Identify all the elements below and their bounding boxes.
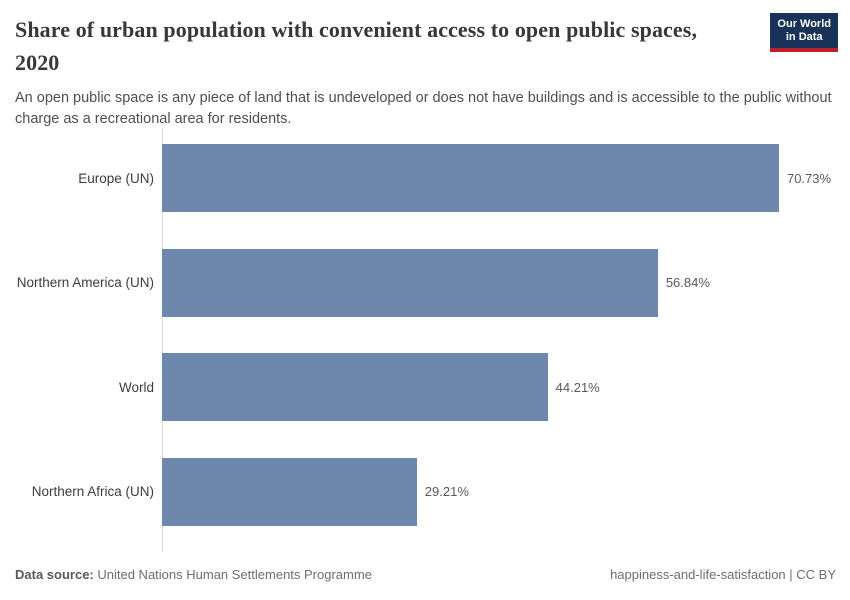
owid-logo-line2: in Data	[785, 31, 823, 43]
bar[interactable]	[162, 353, 548, 422]
bar-row: Europe (UN) 70.73%	[0, 126, 850, 231]
value-label: 44.21%	[555, 379, 600, 395]
bar[interactable]	[162, 457, 417, 526]
owid-logo-line1: Our World	[777, 18, 831, 30]
data-source-label: Data source:	[15, 567, 94, 582]
header: Share of urban population with convenien…	[15, 13, 838, 130]
category-label: World	[118, 379, 154, 395]
value-label: 29.21%	[424, 484, 469, 500]
bar[interactable]	[162, 144, 779, 213]
bar-row: Northern Africa (UN) 29.21%	[0, 440, 850, 545]
category-label: Europe (UN)	[78, 170, 154, 186]
bar-area: 70.73%	[162, 126, 850, 231]
bar-row: World 44.21%	[0, 335, 850, 440]
category-label: Northern America (UN)	[16, 275, 154, 291]
bar[interactable]	[162, 248, 658, 317]
value-label: 70.73%	[786, 170, 832, 186]
owid-logo[interactable]: Our World in Data	[770, 13, 838, 52]
category-label: Northern Africa (UN)	[31, 484, 154, 500]
chart-rows: Europe (UN) 70.73% Northern America (UN) 56…	[0, 126, 850, 552]
bar-area: 56.84%	[162, 231, 850, 336]
bar-area: 29.21%	[162, 440, 850, 545]
chart-subtitle: An open public space is any piece of lan…	[15, 90, 832, 127]
data-source: Data source: United Nations Human Settle…	[15, 567, 372, 582]
footer: Data source: United Nations Human Settle…	[15, 567, 836, 582]
y-axis-line	[162, 128, 163, 552]
value-label: 56.84%	[665, 275, 710, 291]
data-source-value: United Nations Human Settlements Program…	[93, 567, 372, 582]
chart-title: Share of urban population with convenien…	[15, 17, 698, 75]
bar-area: 44.21%	[162, 335, 850, 440]
license-link[interactable]: happiness-and-life-satisfaction | CC BY	[610, 567, 836, 582]
bar-row: Northern America (UN) 56.84%	[0, 231, 850, 336]
bar-chart: Europe (UN) 70.73% Northern America (UN) 56…	[0, 126, 850, 552]
